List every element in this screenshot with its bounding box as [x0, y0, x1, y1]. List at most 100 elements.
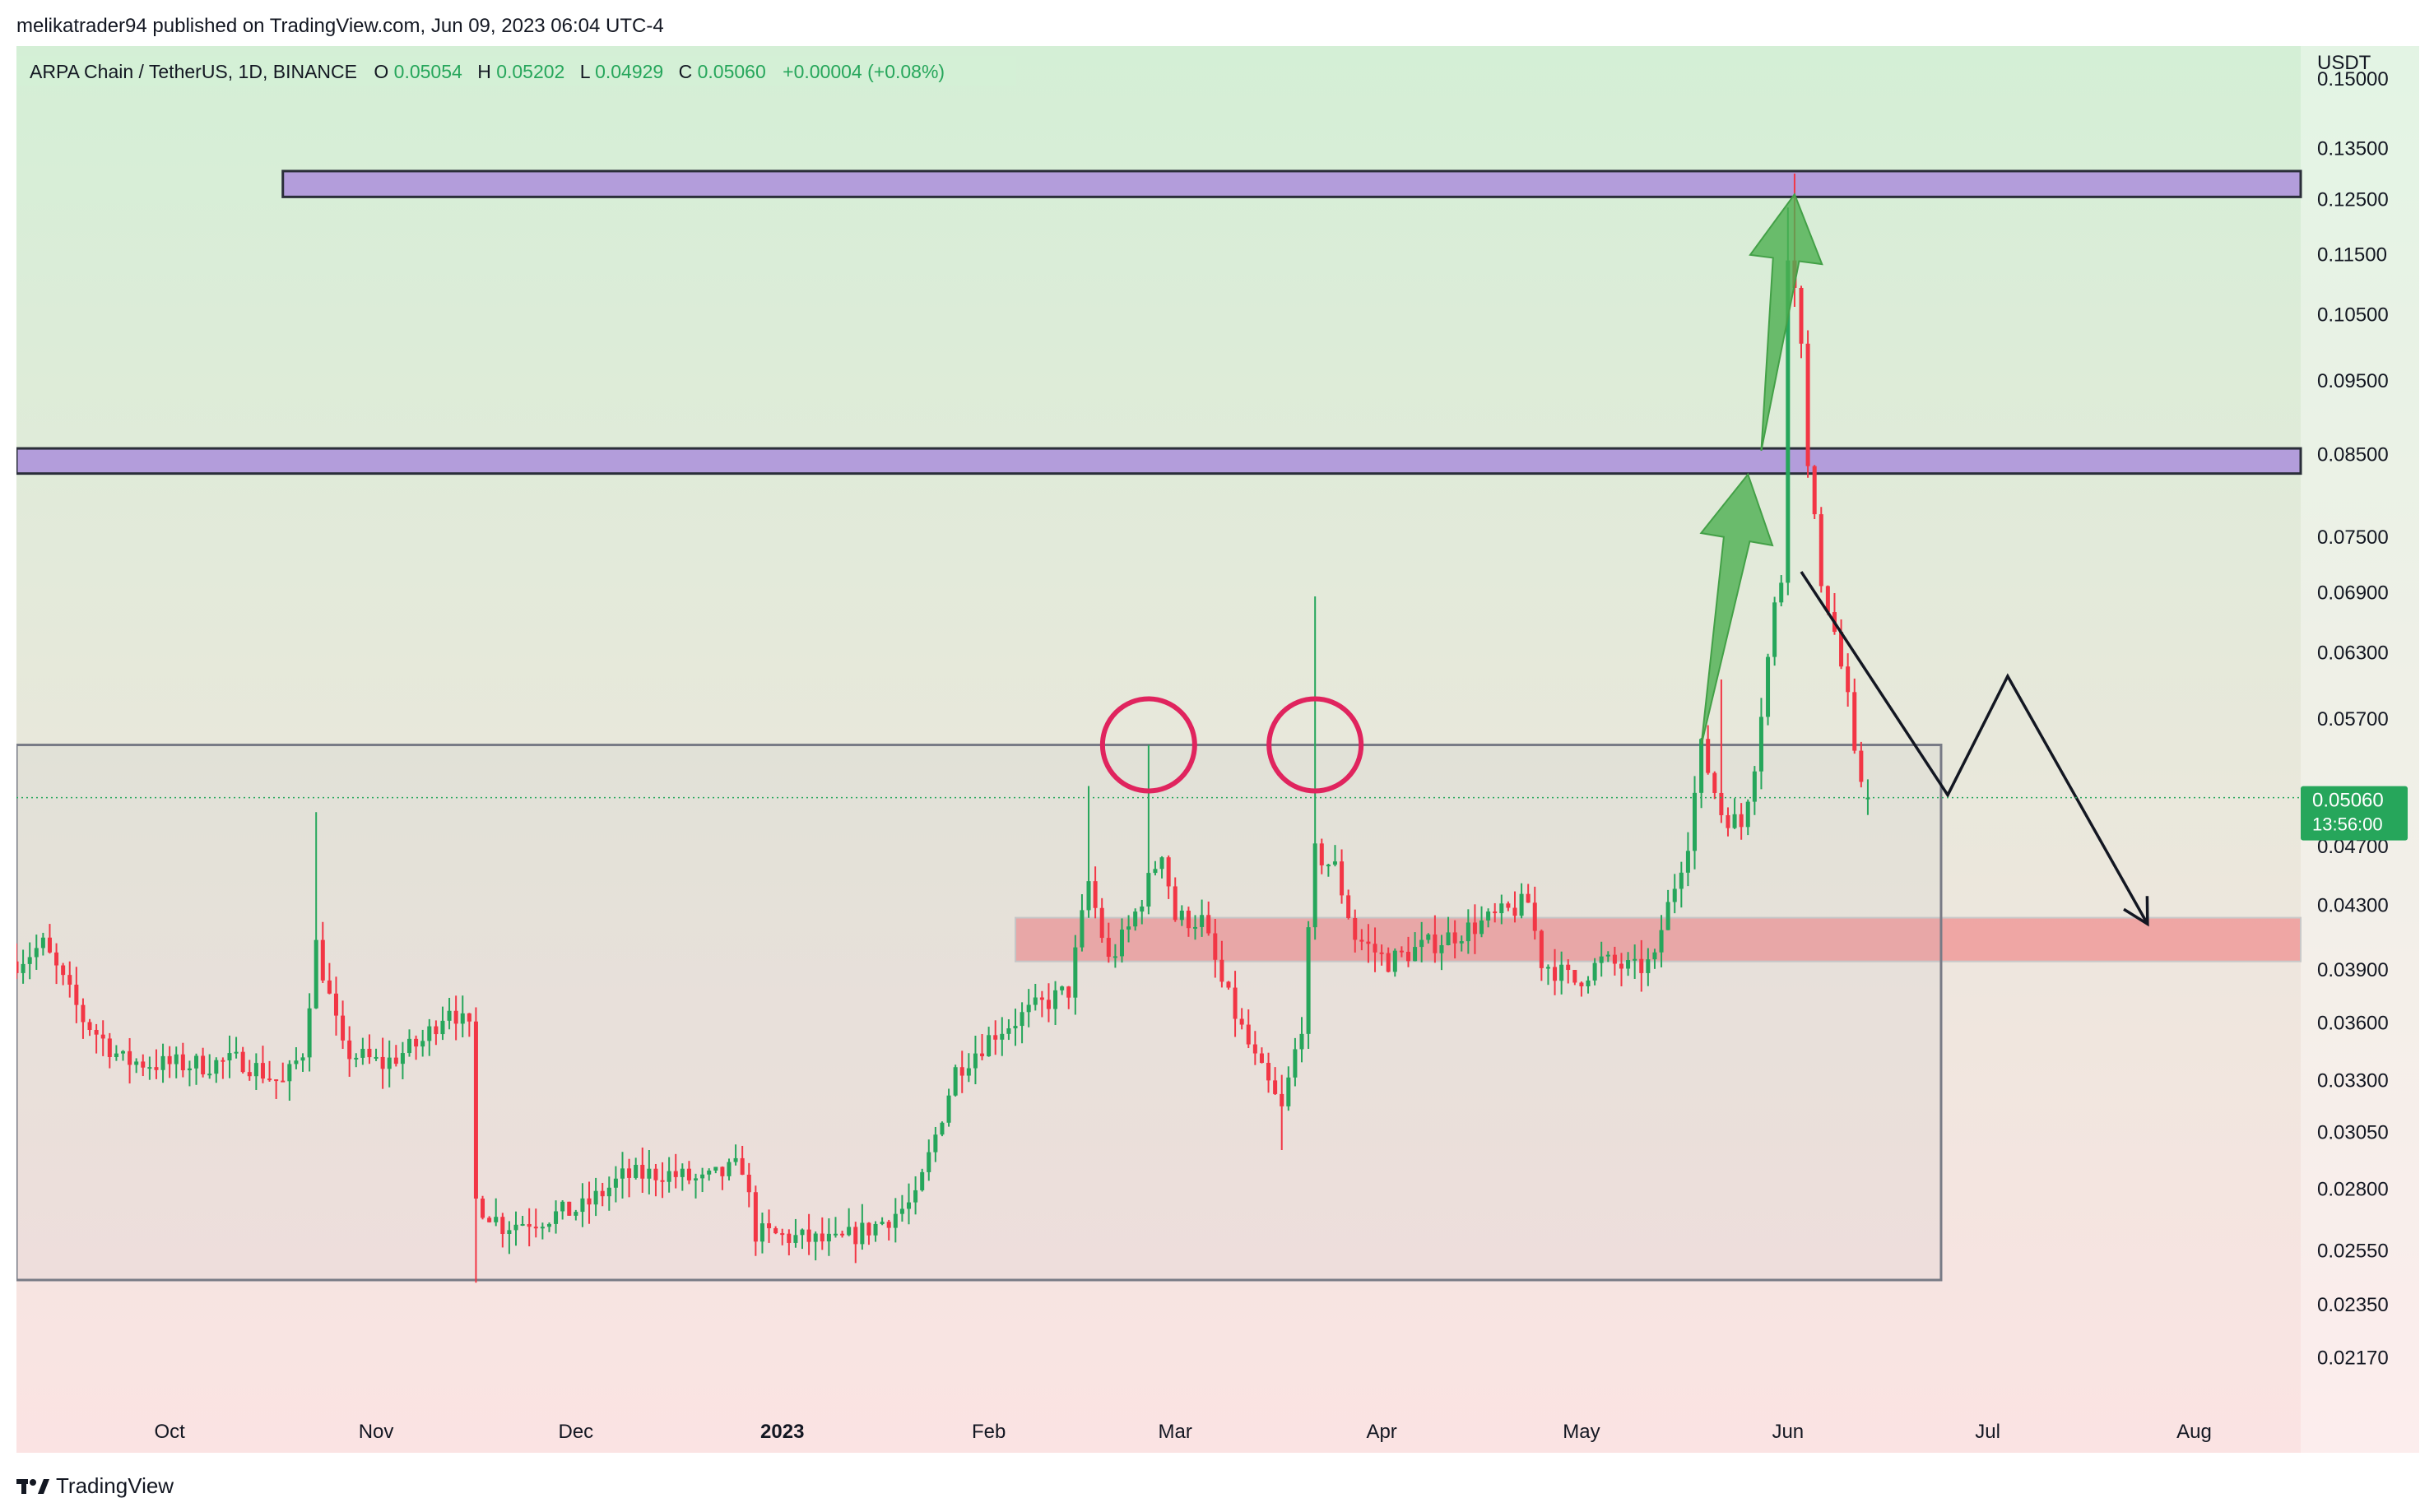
candle — [1553, 948, 1558, 995]
support-zone — [1014, 916, 2302, 962]
candle-body — [1572, 970, 1577, 983]
candle — [1679, 861, 1684, 908]
candle-body — [294, 1060, 299, 1064]
candle — [673, 1153, 678, 1189]
candle-body — [673, 1171, 678, 1177]
candle — [833, 1217, 838, 1238]
candle — [34, 935, 39, 970]
candle — [800, 1228, 805, 1250]
price-tick-label: 0.11500 — [2317, 244, 2387, 267]
candle-body — [647, 1168, 652, 1179]
candle-body — [540, 1227, 545, 1229]
candle-body — [987, 1035, 992, 1056]
candle — [1706, 725, 1711, 775]
price-axis[interactable]: USDT 0.15000 0.13500 0.12500 0.11500 0.10500… — [2317, 52, 2389, 1369]
candle — [1486, 908, 1491, 928]
candle-body — [1386, 953, 1391, 972]
zones-layer — [16, 169, 2302, 1282]
candle — [141, 1054, 146, 1077]
candle — [840, 1231, 845, 1238]
candle — [1392, 948, 1397, 977]
candle — [1000, 1017, 1005, 1056]
candle — [307, 993, 312, 1072]
candle — [700, 1167, 705, 1193]
candle — [1112, 944, 1117, 968]
candle — [1046, 983, 1051, 1023]
candle-body — [1532, 902, 1537, 931]
candle — [1286, 1066, 1291, 1111]
candle — [1639, 939, 1644, 992]
candle-body — [1605, 954, 1610, 957]
candle — [1599, 941, 1604, 977]
candle — [360, 1037, 365, 1065]
candle-body — [1799, 287, 1804, 344]
candle-body — [187, 1068, 192, 1071]
candle-body — [420, 1041, 425, 1047]
candle-body — [1233, 987, 1238, 1019]
candle — [327, 962, 332, 995]
candle — [806, 1213, 811, 1255]
candle — [886, 1219, 891, 1241]
candle-body — [1639, 958, 1644, 973]
candle-body — [1426, 934, 1431, 940]
time-tick-label: May — [1563, 1421, 1600, 1443]
candle — [16, 943, 19, 979]
candle-body — [34, 948, 39, 958]
candle — [567, 1201, 572, 1217]
candle — [1413, 932, 1418, 962]
candle-body — [120, 1051, 126, 1054]
price-tick-label: 0.07500 — [2317, 526, 2389, 549]
candle — [1499, 894, 1504, 925]
candle-body — [953, 1067, 958, 1096]
price-tick-label: 0.10500 — [2317, 304, 2389, 327]
candle — [533, 1208, 538, 1238]
candle-body — [773, 1228, 778, 1234]
candle-body — [993, 1035, 998, 1040]
candle-body — [67, 975, 72, 985]
candle — [87, 1018, 92, 1037]
candle — [1652, 948, 1657, 969]
candle-body — [1766, 656, 1771, 717]
candle-body — [620, 1168, 625, 1179]
candle — [128, 1037, 132, 1084]
candle-body — [27, 957, 32, 964]
candle — [287, 1060, 292, 1102]
candle-body — [1433, 934, 1438, 953]
candle-body — [800, 1229, 805, 1236]
candle — [1280, 1074, 1284, 1150]
candle-body — [1379, 952, 1384, 954]
candle-body — [460, 1013, 465, 1024]
candle — [201, 1047, 206, 1078]
candle — [1332, 845, 1337, 867]
candle — [1859, 741, 1864, 788]
candle — [1186, 907, 1191, 937]
time-axis[interactable]: Oct Nov Dec 2023 Feb Mar Apr May Jun Jul Aug — [154, 1421, 2211, 1443]
candlestick-chart[interactable]: USDT 0.15000 0.13500 0.12500 0.11500 0.10500… — [16, 46, 2419, 1453]
candle — [1405, 936, 1411, 967]
legend-high-value: 0.05202 — [496, 61, 564, 82]
candle — [1839, 619, 1844, 670]
candle — [1719, 679, 1724, 823]
publisher-caption: melikatrader94 published on TradingView.… — [16, 15, 664, 37]
candle-body — [1786, 260, 1791, 583]
candle-body — [274, 1079, 279, 1082]
candle — [1299, 1017, 1304, 1063]
candle — [973, 1036, 978, 1085]
candle — [406, 1029, 412, 1057]
candle — [1766, 653, 1771, 726]
candle-body — [1672, 888, 1677, 902]
candle-body — [1612, 954, 1617, 964]
candle-body — [813, 1233, 818, 1242]
candle — [434, 1020, 439, 1046]
legend-close-label: C — [679, 61, 693, 82]
candle-body — [341, 1015, 346, 1041]
chart-area[interactable]: USDT 0.15000 0.13500 0.12500 0.11500 0.10500… — [16, 46, 2419, 1453]
candle-body — [260, 1063, 265, 1079]
candle — [640, 1147, 645, 1194]
candle — [720, 1166, 725, 1190]
candle-body — [406, 1038, 412, 1054]
candle-body — [1619, 963, 1623, 969]
candle-body — [1093, 881, 1098, 908]
candle — [1685, 832, 1690, 887]
candle-body — [1266, 1063, 1271, 1081]
